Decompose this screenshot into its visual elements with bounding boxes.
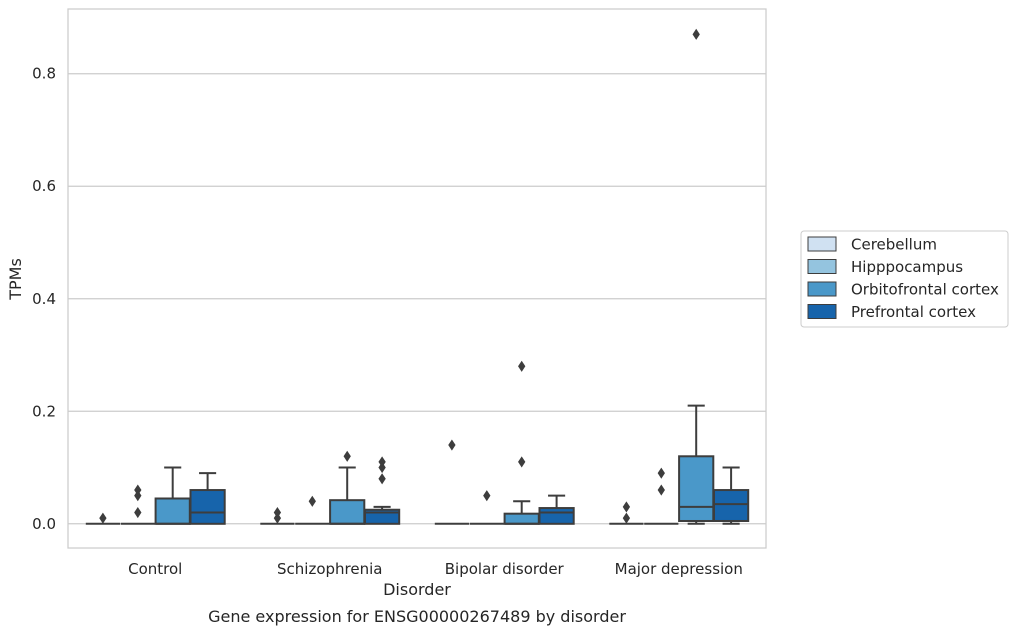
y-axis-ticks: 0.0 0.2 0.4 0.6 0.8	[32, 65, 56, 533]
box-item	[363, 456, 401, 525]
box-plot-groups	[85, 28, 750, 525]
outlier-point	[518, 456, 526, 468]
x-axis-ticks: Control Schizophrenia Bipolar disorder Majo…	[128, 560, 743, 578]
outlier-point	[343, 450, 351, 462]
x-tick-label: Control	[128, 560, 182, 578]
outlier-point	[622, 501, 631, 513]
outlier-point	[308, 495, 316, 507]
y-tick-label: 0.6	[32, 177, 56, 195]
outlier-point	[134, 507, 142, 519]
legend-label: Orbitofrontal cortex	[851, 281, 999, 299]
y-axis-label: TPMs	[6, 258, 25, 301]
box-body	[329, 499, 366, 525]
box-item	[260, 507, 295, 525]
box-item	[434, 439, 470, 525]
box-item	[644, 467, 679, 525]
x-tick-label: Schizophrenia	[277, 560, 382, 578]
legend-label: Hipppocampus	[851, 258, 963, 276]
outlier-point	[134, 484, 142, 496]
chart-legend: Cerebellum Hipppocampus Orbitofrontal cort…	[800, 230, 1009, 328]
series-hipppocampus	[120, 467, 679, 525]
box-body	[503, 512, 540, 525]
outlier-point	[378, 456, 386, 468]
legend-swatch	[807, 281, 837, 297]
outlier-point	[657, 467, 665, 479]
y-tick-label: 0.4	[32, 290, 56, 308]
legend-frame	[800, 230, 1009, 328]
outlier-point	[448, 439, 456, 451]
outlier-point	[692, 28, 700, 40]
box-item	[295, 495, 330, 525]
box-item	[120, 484, 155, 525]
y-tick-label: 0.8	[32, 65, 56, 83]
legend-swatch	[807, 304, 837, 319]
box-item	[609, 501, 644, 525]
box-body	[678, 455, 715, 522]
box-body	[538, 507, 575, 525]
x-axis-label: Disorder	[383, 580, 451, 599]
box-item	[189, 472, 226, 525]
box-body	[189, 489, 226, 525]
outlier-point	[99, 512, 107, 524]
outlier-point	[483, 490, 491, 502]
x-tick-label: Major depression	[615, 560, 743, 578]
outlier-point	[622, 512, 631, 524]
outlier-point	[134, 490, 142, 502]
x-tick-label: Bipolar disorder	[445, 560, 565, 578]
box-item	[538, 494, 575, 525]
box-item	[85, 512, 121, 525]
legend-swatch	[807, 236, 837, 252]
chart-title: Gene expression for ENSG00000267489 by d…	[208, 607, 626, 626]
legend-label: Cerebellum	[851, 236, 937, 254]
y-tick-label: 0.2	[32, 402, 56, 420]
y-tick-label: 0.0	[32, 515, 56, 533]
plot-area-frame	[67, 8, 767, 549]
outlier-point	[657, 484, 665, 496]
outlier-point	[518, 360, 526, 372]
outlier-point	[273, 512, 282, 524]
outlier-point	[273, 507, 282, 519]
series-prefrontal-cortex	[189, 456, 750, 525]
box-item	[469, 490, 504, 525]
outlier-point	[378, 473, 386, 485]
box-item	[712, 466, 750, 525]
box-item	[678, 28, 715, 525]
box-body	[712, 489, 750, 522]
outlier-point	[378, 461, 386, 474]
legend-swatch	[807, 259, 837, 274]
box-body	[154, 497, 191, 525]
series-cerebellum	[85, 439, 644, 525]
legend-label: Prefrontal cortex	[851, 303, 976, 321]
